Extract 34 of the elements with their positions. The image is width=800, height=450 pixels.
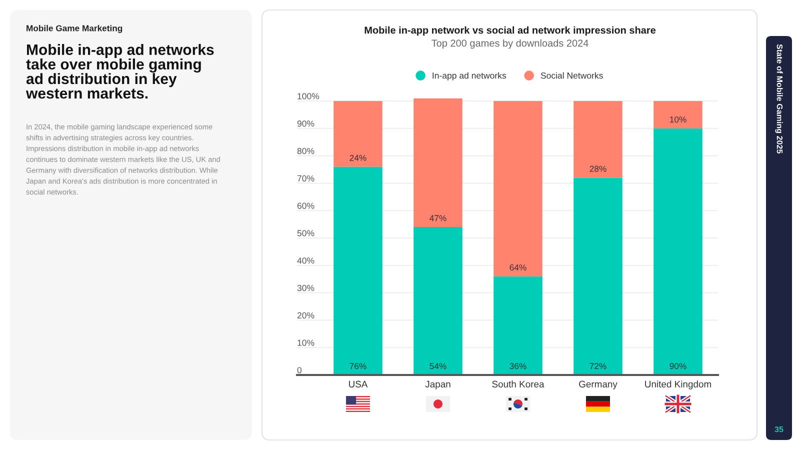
data-label: 36% xyxy=(510,363,526,370)
x-tick-label: Japan xyxy=(425,380,450,390)
data-label: 47% xyxy=(430,215,446,222)
x-tick-label: USA xyxy=(349,380,368,388)
data-label: 10% xyxy=(670,116,686,123)
y-tick-label: 40% xyxy=(297,257,314,264)
data-label: 72% xyxy=(590,363,606,370)
text: State of Mobile Gaming 2025 xyxy=(775,44,783,154)
y-tick-label: 50% xyxy=(297,230,314,236)
legend-label: In-app ad networks xyxy=(432,72,506,80)
data-label: 54% xyxy=(430,363,446,370)
x-tick-label: Germany xyxy=(579,380,618,390)
text: Mobile Game Marketing xyxy=(26,24,122,34)
y-tick-label: 70% xyxy=(297,175,314,182)
y-tick-label: 80% xyxy=(297,148,314,154)
x-tick-label: South Korea xyxy=(492,380,544,388)
y-tick-label: 20% xyxy=(297,312,314,318)
legend-label: Social Networks xyxy=(540,72,603,79)
data-label: 90% xyxy=(670,363,686,370)
y-tick-label: 60% xyxy=(297,202,314,209)
y-tick-label: 90% xyxy=(297,120,314,127)
chart-subtitle: Top 200 games by downloads 2024 xyxy=(432,39,588,49)
data-label: 64% xyxy=(510,264,526,271)
text: 35 xyxy=(774,426,784,432)
x-tick-label: United Kingdom xyxy=(645,380,711,390)
y-tick-label: 100% xyxy=(298,93,320,100)
data-label: 28% xyxy=(590,166,606,172)
data-label: 24% xyxy=(350,154,366,161)
chart-title: Mobile in-app network vs social ad network impression share xyxy=(364,26,656,36)
text: Mobile in-app ad networks take over mobile gaming ad distribution in key western markets. xyxy=(26,44,214,99)
y-tick-label: 0 xyxy=(297,367,302,374)
y-tick-label: 30% xyxy=(297,284,314,292)
data-label: 76% xyxy=(350,363,366,370)
y-tick-label: 10% xyxy=(298,340,314,346)
